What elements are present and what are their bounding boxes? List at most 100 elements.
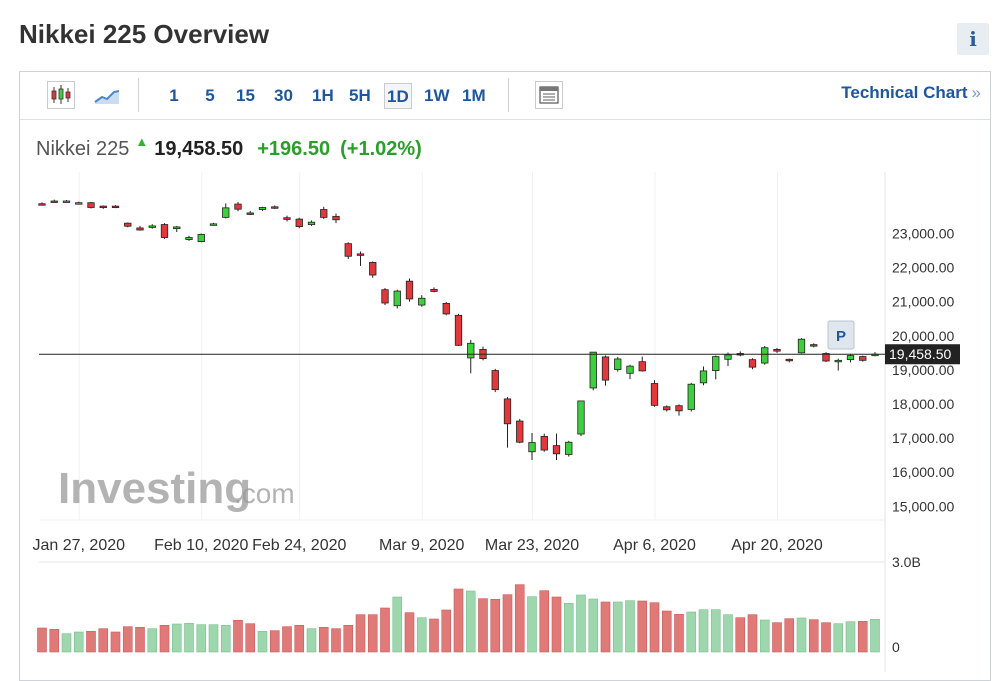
candle xyxy=(332,213,340,224)
candle-body xyxy=(773,349,781,352)
toolbar-divider xyxy=(138,78,139,112)
candle-body xyxy=(528,442,536,453)
volume-bar xyxy=(674,614,684,653)
candle xyxy=(344,242,352,259)
candle-body xyxy=(75,202,83,205)
volume-bar xyxy=(649,602,660,653)
candle xyxy=(748,358,757,370)
candle xyxy=(565,440,573,457)
technical-chart-label[interactable]: Technical Chart xyxy=(841,83,968,102)
candle-body xyxy=(650,383,659,406)
volume-bar xyxy=(661,610,672,653)
volume-bar xyxy=(527,596,537,653)
range-5min-button[interactable]: 5 xyxy=(205,86,215,105)
candle xyxy=(650,380,659,407)
range-30min-button[interactable]: 30 xyxy=(274,86,293,105)
candle xyxy=(479,346,487,361)
volume-bar xyxy=(723,614,733,653)
candle-body xyxy=(552,445,561,455)
range-1w-button[interactable]: 1W xyxy=(424,86,450,105)
candle xyxy=(62,199,71,203)
volume-bar xyxy=(710,609,721,653)
candle xyxy=(822,352,830,363)
candle-body xyxy=(565,441,573,455)
candle xyxy=(846,353,855,363)
area-chart-icon[interactable] xyxy=(92,81,120,109)
volume-bar xyxy=(306,628,317,653)
volume-bar xyxy=(416,617,427,653)
candle-body xyxy=(307,221,316,225)
y-tick-label: 19,000.00 xyxy=(892,362,954,378)
p-marker-label: P xyxy=(836,328,846,345)
candle xyxy=(430,287,438,293)
technical-chart-link[interactable]: Technical Chart» xyxy=(841,83,981,103)
candle-body xyxy=(99,205,107,209)
y-tick-label: 21,000.00 xyxy=(892,294,954,310)
volume-bar xyxy=(698,609,709,653)
volume-bar xyxy=(355,614,366,653)
price-chart[interactable]: 15,000.00 16,000.00 17,000.00 18,000.00 19,0… xyxy=(20,72,990,680)
volume-tick-label: 3.0B xyxy=(892,554,921,570)
candle xyxy=(601,355,610,386)
candle-body xyxy=(87,202,95,208)
candle xyxy=(246,210,254,215)
volume-bar xyxy=(147,628,158,653)
range-15min-button[interactable]: 15 xyxy=(236,86,255,105)
candle-body xyxy=(516,420,524,443)
x-tick-label: Apr 6, 2020 xyxy=(613,537,696,554)
range-5h-button[interactable]: 5H xyxy=(349,86,371,105)
candle xyxy=(405,278,414,302)
price-change: +196.50 xyxy=(257,138,331,160)
volume-bar xyxy=(625,600,635,653)
range-1min-button[interactable]: 1 xyxy=(169,86,179,105)
candle xyxy=(577,400,585,437)
watermark-brand: Investing xyxy=(58,464,251,513)
volume-bar xyxy=(245,623,256,653)
candle xyxy=(699,366,708,386)
candle xyxy=(859,355,867,362)
candle-body xyxy=(846,355,855,361)
candle xyxy=(173,225,181,233)
y-tick-label: 22,000.00 xyxy=(892,260,954,276)
info-icon[interactable]: i xyxy=(957,23,989,55)
candle-body xyxy=(810,344,818,347)
range-1h-button[interactable]: 1H xyxy=(312,86,334,105)
last-price-tag xyxy=(885,344,960,365)
range-1d-button[interactable]: 1D xyxy=(384,83,412,109)
candle-body xyxy=(491,370,499,391)
volume-bar xyxy=(49,629,60,653)
candle-body xyxy=(173,226,181,230)
candle xyxy=(797,338,806,354)
candle xyxy=(589,351,597,391)
candle xyxy=(467,339,475,374)
volume-bar xyxy=(208,624,219,653)
volume-bar xyxy=(343,625,354,653)
volume-bar xyxy=(367,614,378,653)
candle-body xyxy=(148,225,156,228)
volume-bar xyxy=(478,598,488,653)
price-change-percent: (+1.02%) xyxy=(340,138,422,160)
candle-body xyxy=(271,206,279,209)
volume-bar xyxy=(612,601,623,653)
candlestick-icon[interactable] xyxy=(47,81,75,109)
volume-bar xyxy=(845,621,856,653)
candle xyxy=(75,201,83,205)
volume-bar xyxy=(61,633,72,653)
y-tick-label: 15,000.00 xyxy=(892,498,954,514)
table-icon[interactable] xyxy=(535,81,563,109)
candle-body xyxy=(467,342,475,359)
candle-body xyxy=(430,288,438,292)
candle xyxy=(663,405,671,412)
volume-bar xyxy=(563,603,574,653)
candle-body xyxy=(185,237,193,240)
volume-bar xyxy=(600,601,611,653)
p-marker: P xyxy=(827,320,855,350)
candle xyxy=(761,346,769,365)
candle-body xyxy=(136,227,144,231)
x-tick-label: Feb 24, 2020 xyxy=(252,537,346,554)
instrument-name: Nikkei 225 xyxy=(36,138,130,160)
volume-bar xyxy=(380,607,390,653)
candle xyxy=(258,206,267,211)
investing-watermark: Investing.com xyxy=(58,464,295,513)
range-1m-button[interactable]: 1M xyxy=(462,86,486,105)
